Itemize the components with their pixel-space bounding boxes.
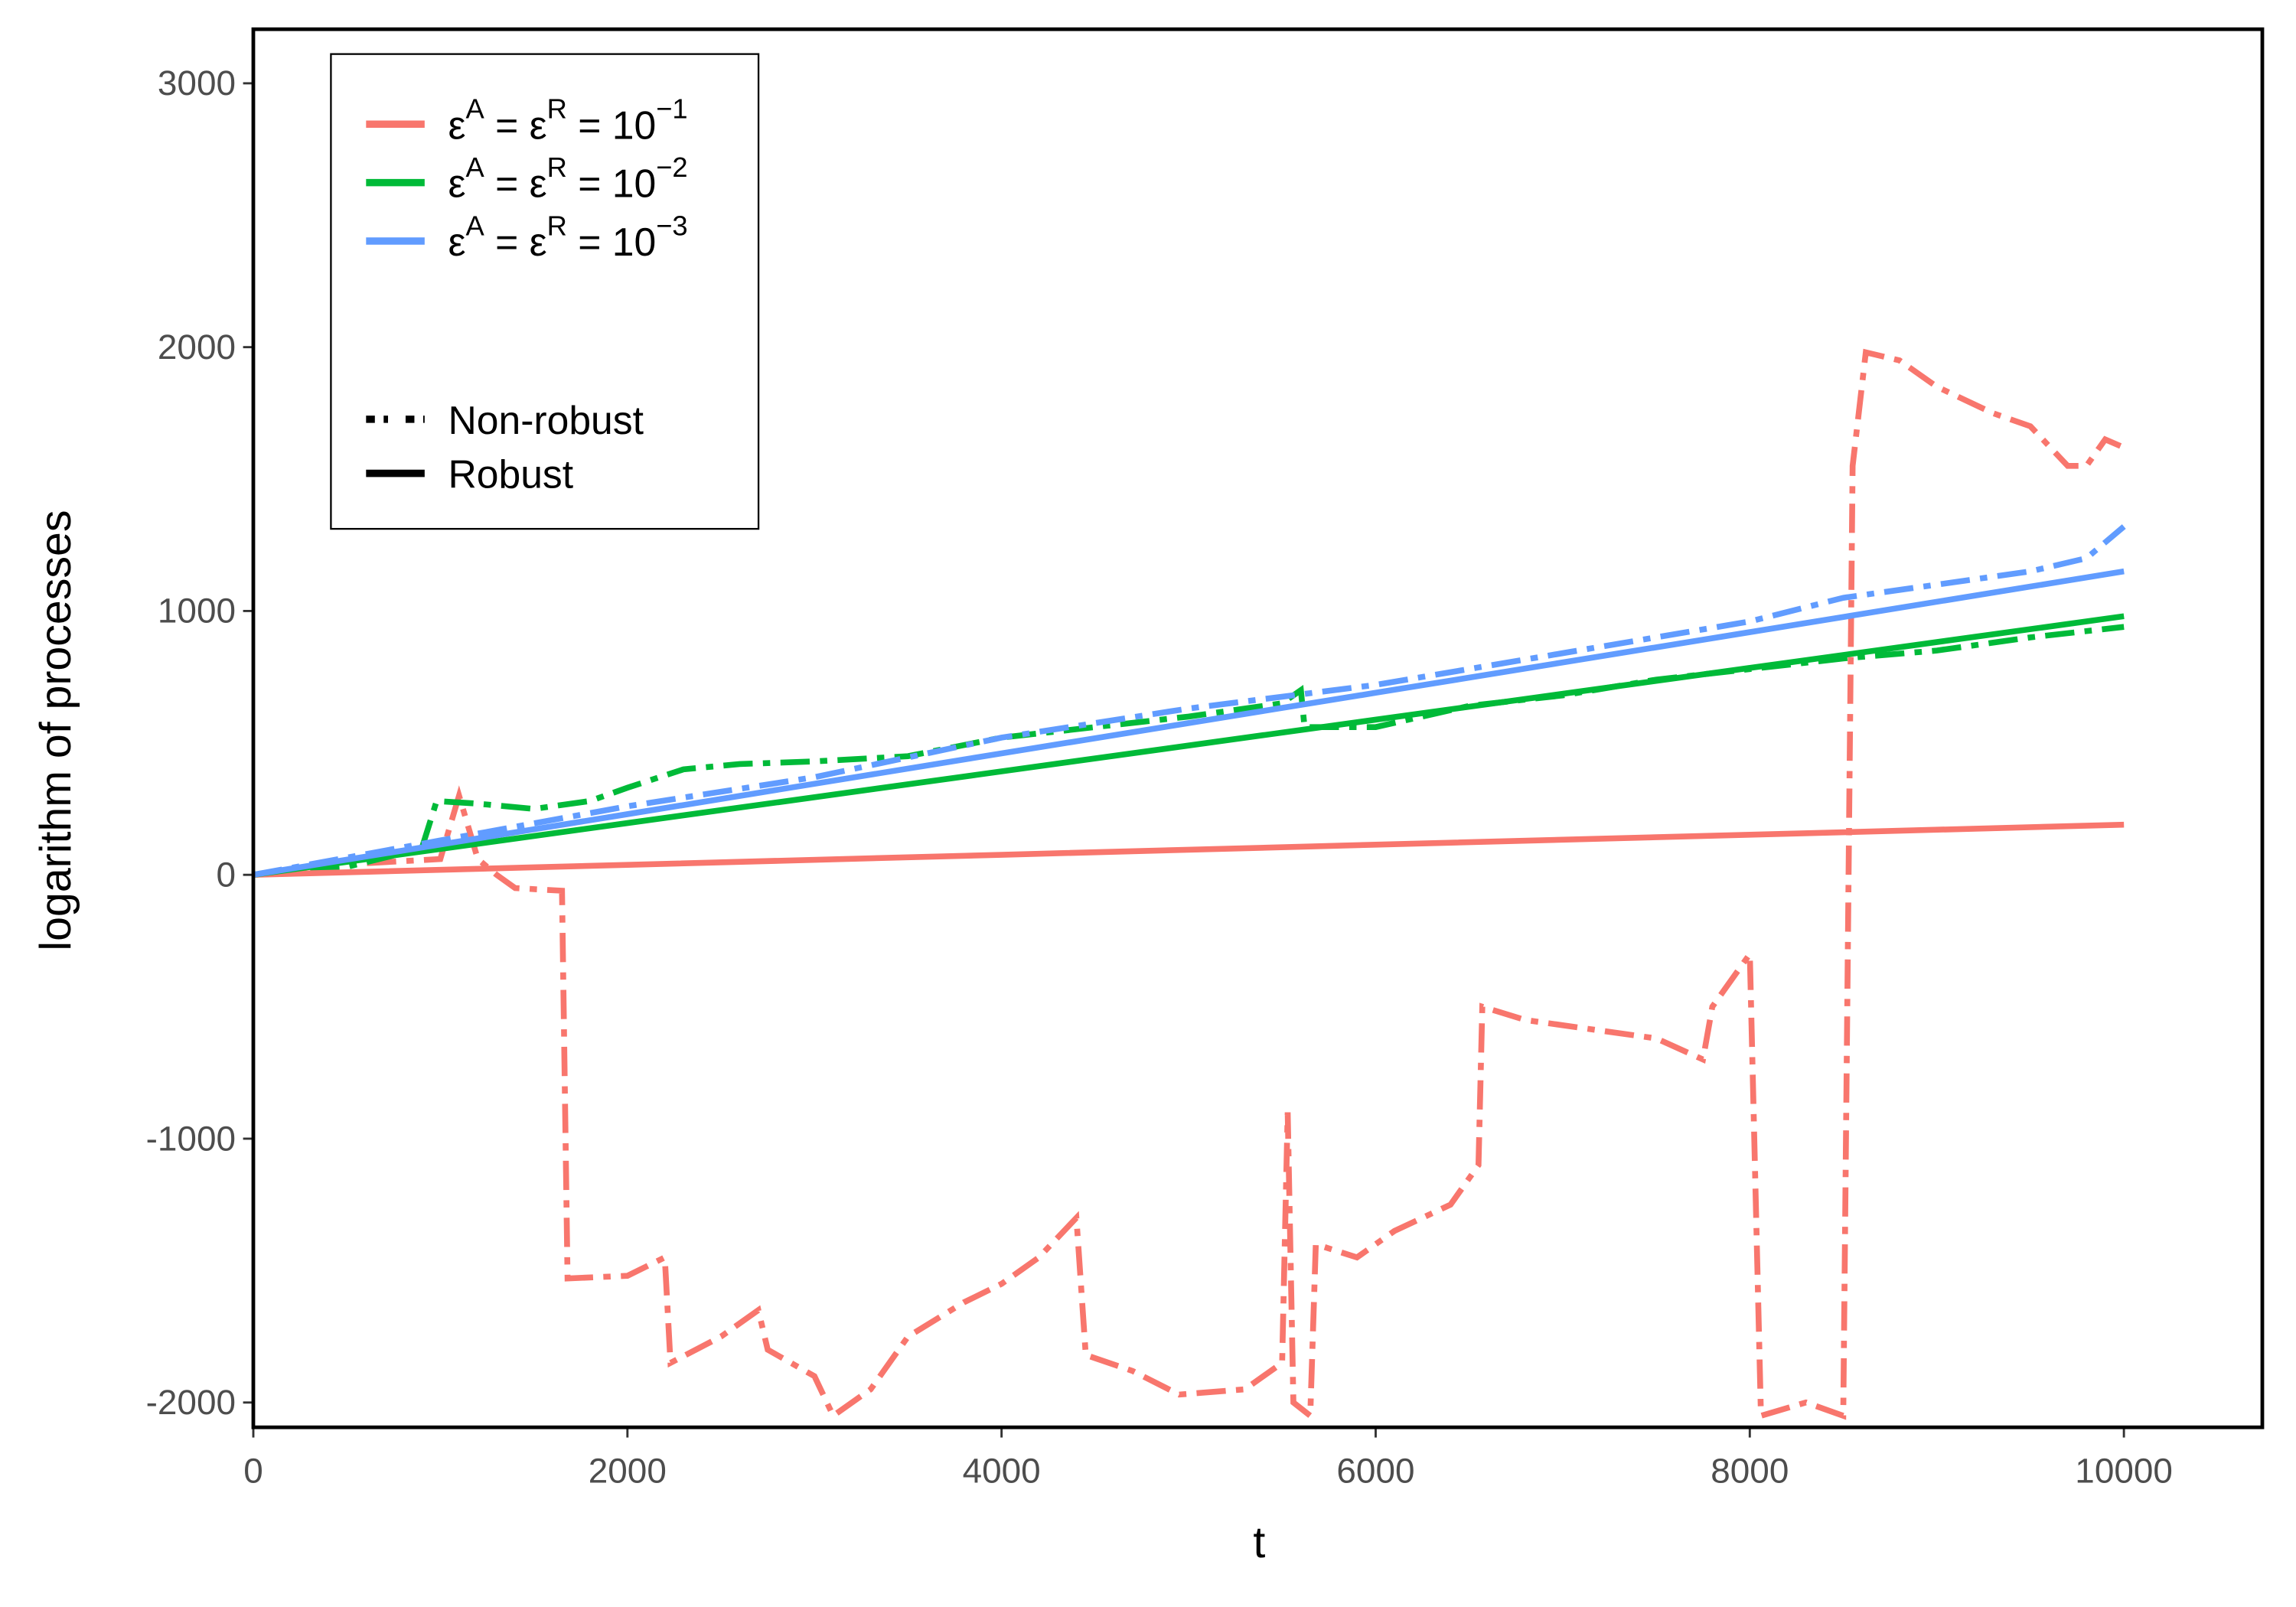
legend-label: Robust: [448, 452, 573, 497]
legend-label: εA = εR = 10−3: [448, 210, 687, 264]
legend-sup: A: [465, 152, 484, 183]
x-tick-label: 6000: [1336, 1451, 1414, 1491]
legend-text: = ε: [484, 103, 547, 147]
series-line: [253, 524, 2126, 878]
legend-text: ε: [448, 161, 465, 206]
y-tick-label: 3000: [158, 63, 236, 103]
legend-sup: R: [547, 93, 567, 125]
series-line: [253, 613, 2125, 878]
legend-label: εA = εR = 10−1: [448, 93, 687, 148]
y-tick-label: 1000: [158, 591, 236, 631]
legend-label: εA = εR = 10−2: [448, 152, 687, 206]
legend-sup: A: [465, 210, 484, 241]
legend-text: = ε: [484, 220, 547, 264]
legend-text: = 10: [567, 220, 656, 264]
legend-text: ε: [448, 103, 465, 147]
series-line: [253, 568, 2125, 878]
plot-border: [251, 27, 2265, 1429]
legend-text: = 10: [567, 161, 656, 206]
legend-text: = 10: [567, 103, 656, 147]
legend-sup: R: [547, 210, 567, 241]
legend-text: ε: [448, 220, 465, 264]
y-tick-label: -2000: [146, 1382, 236, 1422]
y-axis-title: logarithm of processes: [31, 510, 80, 950]
legend: εA = εR = 10−1εA = εR = 10−2εA = εR = 10…: [330, 53, 760, 530]
legend-sup: R: [547, 152, 567, 183]
x-tick-label: 8000: [1711, 1451, 1789, 1491]
series-line: [253, 348, 2125, 1422]
legend-sup: −1: [656, 93, 687, 125]
legend-sup: −2: [656, 152, 687, 183]
x-axis-title: t: [1253, 1518, 1265, 1567]
y-tick-label: 0: [216, 855, 236, 895]
x-tick-label: 2000: [589, 1451, 667, 1491]
series-line: [253, 821, 2125, 878]
legend-text: = ε: [484, 161, 547, 206]
y-tick-label: 2000: [158, 327, 236, 367]
y-tick-label: -1000: [146, 1118, 236, 1158]
x-tick-label: 4000: [963, 1451, 1041, 1491]
legend-label: Non-robust: [448, 398, 644, 442]
x-tick-label: 10000: [2075, 1451, 2173, 1491]
legend-box: [330, 53, 760, 530]
x-tick-label: 0: [243, 1451, 263, 1491]
legend-sup: −3: [656, 210, 687, 241]
legend-sup: A: [465, 93, 484, 125]
